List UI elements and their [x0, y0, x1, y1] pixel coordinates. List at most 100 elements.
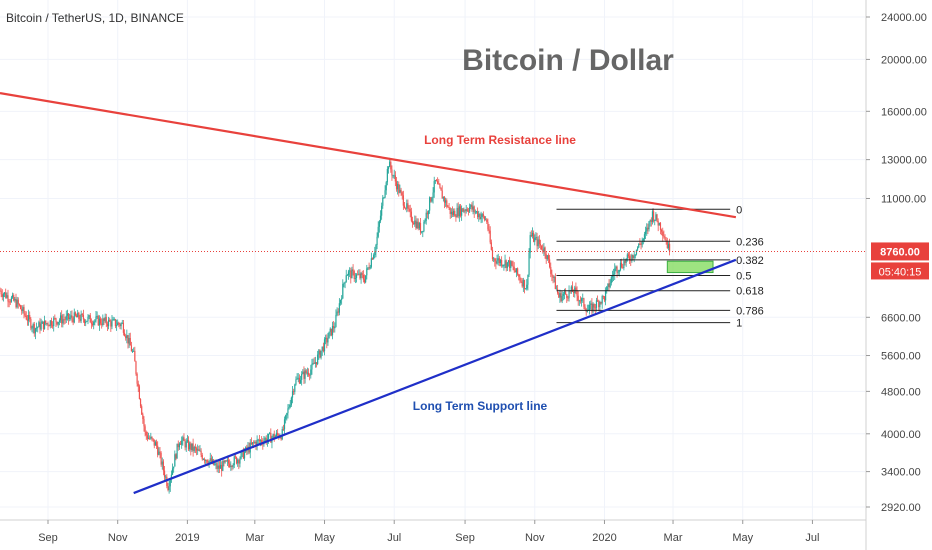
support-label: Long Term Support line: [413, 399, 548, 413]
candle-body: [104, 317, 106, 321]
candle-body: [110, 321, 112, 327]
candle-body: [400, 189, 402, 193]
candle-body: [629, 256, 631, 260]
candle-body: [529, 235, 531, 253]
candle-body: [154, 442, 157, 446]
grid: [0, 0, 865, 520]
candle-body: [638, 243, 640, 248]
candle-body: [485, 219, 487, 221]
candle-body: [639, 243, 641, 245]
candle-body: [138, 386, 141, 399]
candle-body: [384, 190, 386, 198]
candle-body: [458, 206, 460, 217]
candle-body: [55, 318, 57, 322]
candle-body: [465, 209, 467, 212]
candle-body: [507, 260, 510, 263]
candle-body: [338, 303, 340, 313]
candle-body: [185, 441, 187, 448]
fib-level-label: 0.5: [736, 270, 751, 282]
candle-body: [402, 195, 404, 206]
price-tick-label: 13000.00: [881, 155, 927, 167]
candle-body: [422, 231, 424, 232]
candle-body: [669, 243, 671, 252]
candle-body: [545, 254, 547, 260]
candle-body: [69, 317, 71, 319]
candle-body: [339, 299, 342, 304]
candle-body: [87, 316, 89, 321]
candle-body: [107, 319, 110, 327]
candle-body: [409, 209, 411, 212]
time-axis[interactable]: Sep Nov 2019 Mar May Jul Sep Nov 2020 Mar May Jul: [0, 519, 866, 544]
candle-body: [509, 260, 511, 269]
candle-body: [373, 255, 375, 260]
candle-body: [350, 270, 352, 279]
candle-body: [425, 212, 427, 221]
time-tick-label: Mar: [245, 532, 264, 544]
time-tick-label: 2019: [175, 532, 199, 544]
candle-body: [259, 440, 262, 442]
candle-body: [573, 291, 575, 294]
candle-body: [525, 288, 527, 290]
candle-body: [331, 326, 334, 336]
candle-body: [389, 161, 391, 168]
candle-body: [198, 449, 200, 451]
price-axis[interactable]: 24000.00 20000.00 16000.00 13000.00 11000.00…: [865, 0, 929, 550]
candle-body: [139, 398, 142, 407]
trend-lines[interactable]: [0, 92, 737, 495]
candle-body: [398, 184, 400, 193]
candle-body: [634, 254, 636, 256]
candle-body: [386, 168, 388, 183]
candle-body: [397, 184, 399, 190]
candle-body: [54, 318, 56, 319]
candle-body: [70, 315, 72, 318]
candle-body: [155, 442, 158, 446]
candle-body: [105, 317, 107, 324]
candle-body: [46, 323, 48, 325]
candle-body: [511, 261, 513, 266]
price-tick-label: 24000.00: [881, 12, 927, 24]
candle-body: [153, 439, 155, 446]
candle-body: [537, 239, 539, 247]
candle-body: [520, 280, 522, 282]
candle-body: [184, 441, 186, 448]
fib-level-label: 0.786: [736, 305, 764, 317]
candle-body: [558, 293, 560, 298]
candle-body: [13, 295, 15, 301]
candle-body: [165, 476, 167, 478]
candle-body: [242, 450, 244, 459]
candle-body: [230, 466, 232, 467]
symbol-label[interactable]: Bitcoin / TetherUS, 1D, BINANCE: [6, 11, 184, 25]
candle-body: [640, 244, 642, 245]
candle-body: [561, 295, 563, 302]
candle-body: [471, 204, 473, 210]
candle-body: [264, 438, 266, 441]
candle-body: [553, 276, 555, 278]
time-tick-label: Jul: [805, 532, 819, 544]
candle-body: [285, 415, 287, 420]
candle-body: [216, 463, 218, 469]
candle-body: [101, 323, 103, 325]
candle-body: [305, 370, 307, 374]
resistance-line: [0, 92, 737, 219]
candle-body: [417, 221, 419, 229]
candle-body: [454, 210, 456, 217]
candle-body: [42, 321, 45, 329]
candle-body: [297, 377, 299, 379]
candle-body: [254, 441, 256, 443]
candle-body: [41, 321, 43, 324]
candle-body: [602, 296, 604, 297]
chart-title: Bitcoin / Dollar: [462, 44, 674, 77]
candle-body: [579, 300, 582, 302]
candle-body: [658, 222, 660, 226]
countdown-label: 05:40:15: [879, 266, 922, 278]
candle-body: [488, 229, 490, 231]
candle-body: [2, 294, 5, 297]
candle-body: [183, 437, 185, 442]
candle-body: [655, 214, 657, 220]
candle-body: [601, 296, 603, 304]
candle-body: [193, 446, 195, 451]
candle-body: [161, 461, 163, 465]
candle-body: [583, 298, 585, 307]
